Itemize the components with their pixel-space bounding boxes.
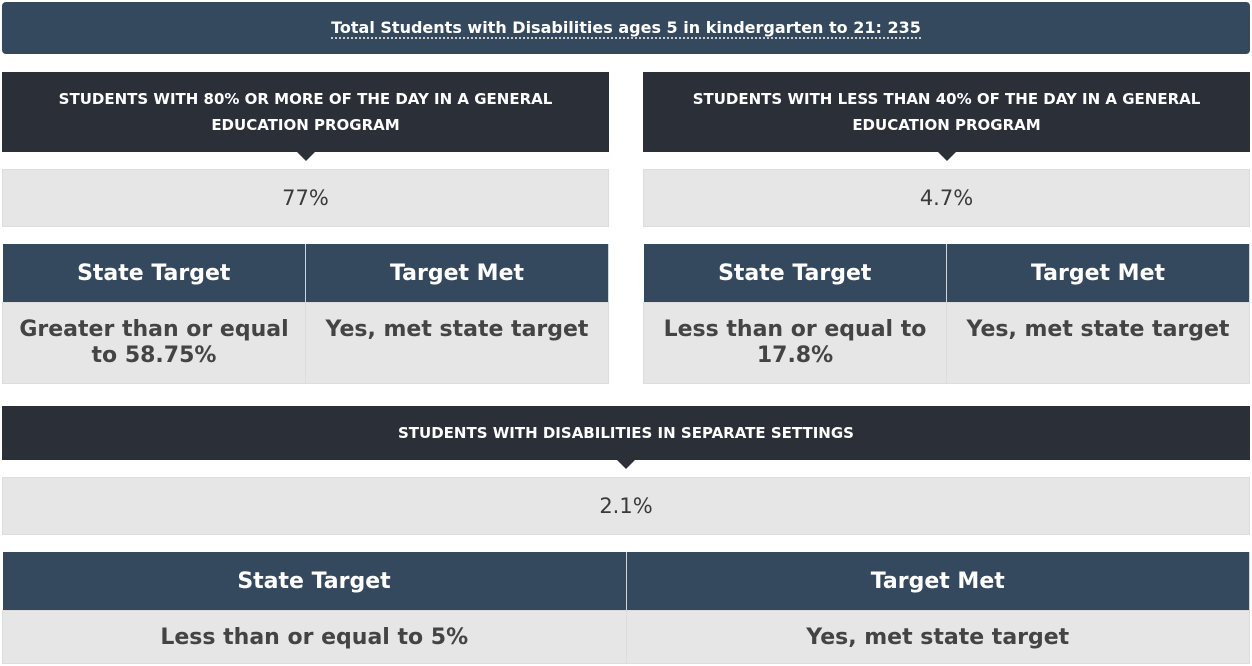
column-header: State Target	[2, 244, 306, 303]
header-row: State Target Target Met	[2, 552, 1250, 611]
target-table: State Target Target Met Less than or equal…	[643, 244, 1250, 384]
column-header: Target Met	[305, 244, 609, 303]
row: Less than or equal to 17.8% Yes, met stat…	[643, 302, 1250, 384]
column-header: State Target	[2, 552, 627, 611]
header-title: Total Students with Disabilities ages 5 …	[331, 17, 921, 39]
row: Less than or equal to 5% Yes, met state t…	[2, 610, 1250, 664]
panel: STUDENTS WITH DISABILITIES IN SEPARATE S…	[2, 406, 1250, 664]
cell: Less than or equal to 5%	[2, 610, 627, 664]
header: Total Students with Disabilities ages 5 …	[2, 2, 1250, 54]
cell: Yes, met state target	[946, 302, 1250, 384]
column-header: Target Met	[626, 552, 1250, 611]
target-table: State Target Target Met Greater than or eq…	[2, 244, 609, 384]
cell: Yes, met state target	[305, 302, 609, 384]
panel-title: STUDENTS WITH DISABILITIES IN SEPARATE S…	[2, 406, 1250, 469]
panel-value: 77%	[2, 169, 609, 227]
header-row: State Target Target Met	[2, 244, 609, 303]
cell: Yes, met state target	[625, 610, 1250, 664]
panel: STUDENTS WITH LESS THAN 40% OF THE DAY I…	[643, 72, 1250, 384]
panel-title: STUDENTS WITH 80% OR MORE OF THE DAY IN …	[2, 72, 609, 161]
panel-value: 2.1%	[2, 477, 1250, 535]
panel: STUDENTS WITH 80% OR MORE OF THE DAY IN …	[2, 72, 609, 384]
panel-title: STUDENTS WITH LESS THAN 40% OF THE DAY I…	[643, 72, 1250, 161]
column-header: State Target	[643, 244, 947, 303]
header-row: State Target Target Met	[643, 244, 1250, 303]
cell: Less than or equal to 17.8%	[643, 302, 947, 384]
cell: Greater than or equal to 58.75%	[2, 302, 306, 384]
panel-value: 4.7%	[643, 169, 1250, 227]
target-table: State Target Target Met Less than or equal…	[2, 552, 1250, 664]
column-header: Target Met	[946, 244, 1250, 303]
row: Greater than or equal to 58.75% Yes, met …	[2, 302, 609, 384]
